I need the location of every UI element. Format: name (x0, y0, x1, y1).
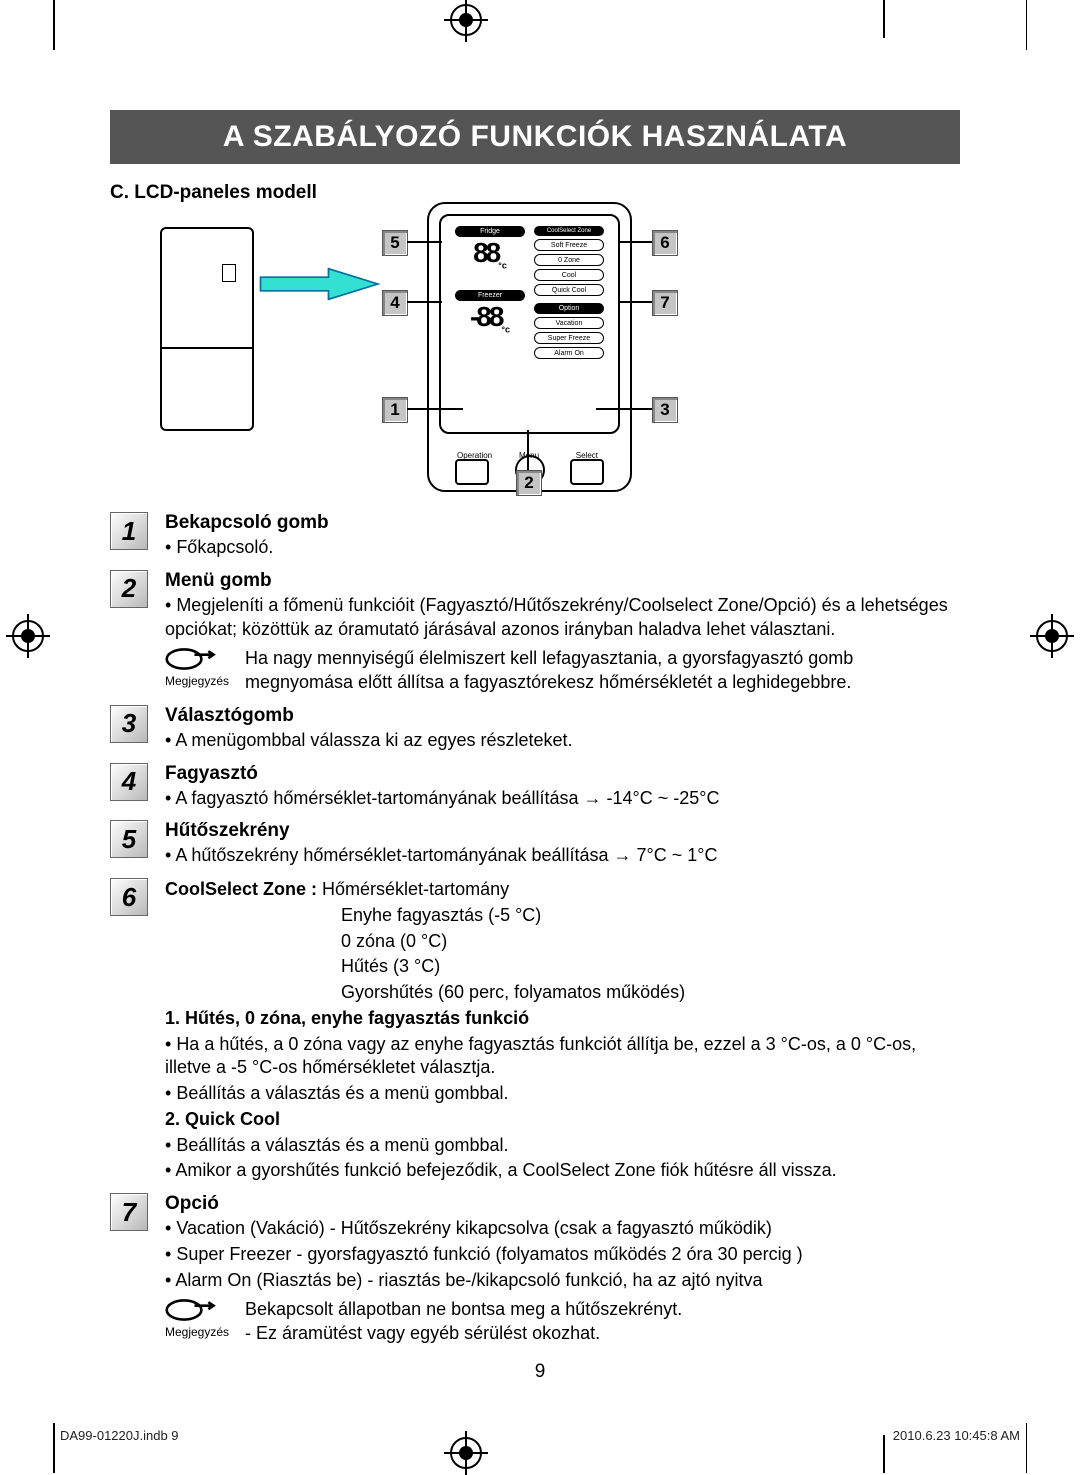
item-4: 4 Fagyasztó A fagyasztó hőmérséklet-tart… (110, 763, 960, 811)
registration-mark-top (450, 4, 482, 36)
registration-mark-right (1036, 620, 1068, 652)
item-2: 2 Menü gomb Megjeleníti a főmenü funkció… (110, 570, 960, 695)
item-7-title: Opció (165, 1193, 960, 1215)
item-7: 7 Opció Vacation (Vakáció) - Hűtőszekrén… (110, 1193, 960, 1346)
footer-left: DA99-01220J.indb 9 (60, 1428, 179, 1443)
callout-6: 6 (652, 230, 678, 256)
note-icon: Megjegyzés (165, 647, 217, 688)
fridge-outline (160, 227, 254, 431)
section-label: C. LCD-paneles modell (110, 182, 960, 204)
operation-button (455, 459, 489, 485)
footer-right: 2010.6.23 10:45:8 AM (893, 1428, 1020, 1443)
item-1: 1 Bekapcsoló gomb Főkapcsoló. (110, 512, 960, 560)
freezer-label: Freezer (455, 290, 525, 301)
callout-1: 1 (382, 397, 408, 423)
item-1-title: Bekapcsoló gomb (165, 512, 960, 534)
arrow-icon (255, 267, 385, 301)
item-3: 3 Választógomb A menügombbal válassza ki… (110, 705, 960, 753)
item-2-title: Menü gomb (165, 570, 960, 592)
page-title: A SZABÁLYOZÓ FUNKCIÓK HASZNÁLATA (110, 110, 960, 164)
fridge-diagram: Fridge 88°c Freezer -88°c CoolSelect Zon… (110, 212, 960, 502)
item-5: 5 Hűtőszekrény A hűtőszekrény hőmérsékle… (110, 820, 960, 868)
fridge-label: Fridge (455, 226, 525, 237)
page-number: 9 (0, 1361, 1080, 1383)
select-button (570, 459, 604, 485)
item-6: 6 CoolSelect Zone : Hőmérséklet-tartomán… (110, 878, 960, 1183)
item-3-title: Választógomb (165, 705, 960, 727)
callout-2: 2 (516, 470, 542, 496)
registration-mark-left (12, 620, 44, 652)
callout-7: 7 (652, 290, 678, 316)
item-5-title: Hűtőszekrény (165, 820, 960, 842)
option-label: Option (534, 303, 604, 314)
item-4-title: Fagyasztó (165, 763, 960, 785)
csz-label: CoolSelect Zone (534, 226, 604, 236)
callout-5: 5 (382, 230, 408, 256)
lcd-panel: Fridge 88°c Freezer -88°c CoolSelect Zon… (427, 202, 632, 492)
note-icon: Megjegyzés (165, 1298, 217, 1339)
callout-4: 4 (382, 290, 408, 316)
callout-3: 3 (652, 397, 678, 423)
